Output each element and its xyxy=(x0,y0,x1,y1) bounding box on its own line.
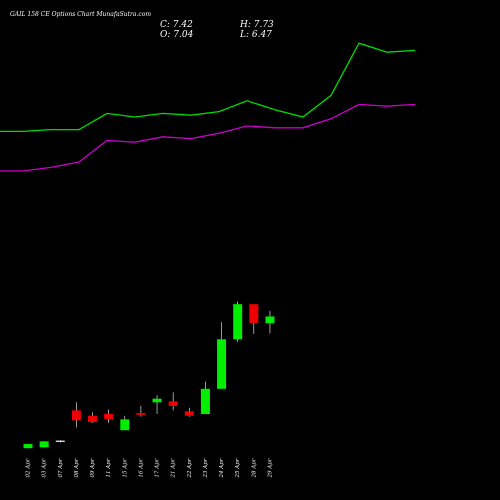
candle-body xyxy=(55,440,65,442)
candle-body xyxy=(200,388,210,414)
x-tick-label: 11 Apr xyxy=(106,458,112,477)
x-tick-label: 21 Apr xyxy=(171,458,177,478)
x-tick-label: 28 Apr xyxy=(251,458,257,478)
candle-body xyxy=(217,339,227,389)
x-tick-label: 15 Apr xyxy=(122,458,128,477)
candle-body xyxy=(168,401,178,406)
bollinger-bands xyxy=(0,42,416,172)
candle-body xyxy=(265,316,275,324)
chart-title: GAIL 158 CE Options Chart MunafaSutra.co… xyxy=(10,11,151,18)
candle-body xyxy=(104,414,114,420)
candle-body xyxy=(39,441,49,448)
candle-body xyxy=(120,419,130,431)
candle-body xyxy=(23,444,33,449)
x-tick-label: 16 Apr xyxy=(138,458,144,477)
upper-band-line xyxy=(0,42,416,133)
open-value: O: 7.04 xyxy=(160,30,194,40)
candle-body xyxy=(88,415,98,423)
x-tick-label: 29 Apr xyxy=(267,458,273,478)
x-tick-label: 17 Apr xyxy=(155,458,161,477)
x-tick-label: 22 Apr xyxy=(187,458,193,478)
high-value: H: 7.73 xyxy=(239,20,274,30)
candle-body xyxy=(184,411,194,416)
x-tick-label: 02 Apr xyxy=(26,458,32,477)
x-tick-label: 03 Apr xyxy=(42,458,48,477)
low-value: L: 6.47 xyxy=(239,30,272,40)
candle-body xyxy=(249,304,259,323)
lower-band-line xyxy=(0,103,416,172)
x-tick-label: 07 Apr xyxy=(58,458,64,477)
x-tick-label: 09 Apr xyxy=(90,458,96,477)
candle-body xyxy=(233,304,243,340)
x-tick-label: 24 Apr xyxy=(219,458,225,478)
x-tick-label: 08 Apr xyxy=(74,458,80,477)
x-tick-label: 23 Apr xyxy=(203,458,209,478)
x-tick-label: 25 Apr xyxy=(235,458,241,478)
candle-body xyxy=(136,413,146,415)
candles xyxy=(23,301,275,449)
candle-body xyxy=(71,410,81,421)
x-axis-ticks: 02 Apr 03 Apr 07 Apr 08 Apr 09 Apr 11 Apr 15 A… xyxy=(26,458,274,478)
candle-body xyxy=(152,398,162,403)
close-value: C: 7.42 xyxy=(160,20,193,30)
